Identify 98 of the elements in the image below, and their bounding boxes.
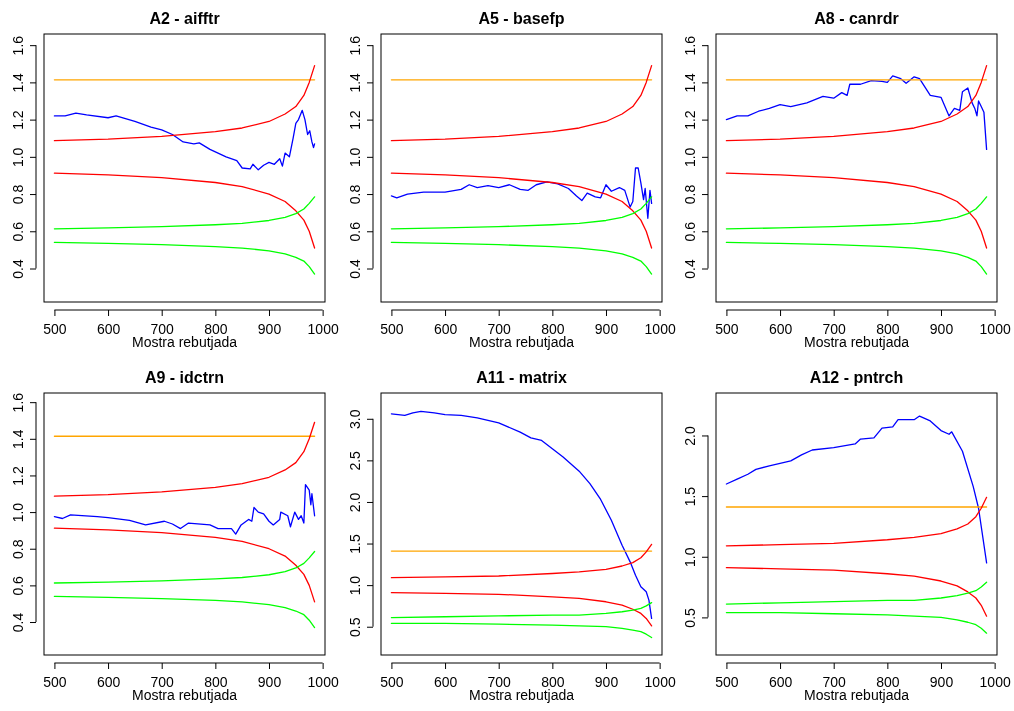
- line-series: [725, 567, 988, 617]
- x-tick-label: 600: [96, 674, 121, 691]
- y-tick-label: 0.5: [346, 617, 363, 637]
- y-tick-label: 1.0: [9, 147, 26, 168]
- y-tick-label: 1.4: [681, 72, 698, 93]
- y-tick-label: 0.6: [681, 221, 698, 242]
- line-series: [390, 167, 653, 219]
- y-tick-label: 1.2: [346, 110, 363, 130]
- y-tick-label: 1.0: [346, 147, 363, 168]
- x-tick-label: 600: [433, 321, 458, 338]
- chart-title: A5 - basefp: [478, 10, 565, 27]
- x-tick-label: 900: [594, 674, 619, 691]
- line-series: [53, 172, 316, 249]
- y-tick-label: 0.8: [9, 539, 26, 559]
- line-series: [725, 196, 988, 230]
- x-tick-label: 500: [715, 674, 739, 691]
- y-tick-label: 1.6: [9, 35, 26, 56]
- x-tick-label: 500: [715, 321, 739, 338]
- chart-title: A8 - canrdr: [814, 10, 899, 27]
- chart-title: A2 - aifftr: [149, 10, 220, 27]
- line-series: [390, 196, 653, 230]
- line-series: [53, 241, 316, 275]
- chart-title: A12 - pntrch: [809, 369, 904, 386]
- y-tick-label: 0.8: [9, 184, 26, 205]
- line-series: [53, 550, 316, 584]
- x-tick-label: 500: [43, 674, 67, 691]
- y-tick-label: 1.0: [681, 147, 698, 168]
- y-tick-label: 0.4: [9, 612, 26, 633]
- y-tick-label: 0.5: [681, 607, 698, 628]
- x-tick-label: 1000: [979, 674, 1011, 691]
- line-series: [390, 622, 653, 639]
- y-tick-label: 1.5: [346, 534, 363, 554]
- y-tick-label: 1.0: [681, 547, 698, 567]
- y-tick-label: 0.8: [681, 184, 698, 205]
- x-tick-label: 600: [96, 321, 121, 338]
- line-series: [390, 601, 653, 619]
- x-tick-label: 500: [380, 321, 404, 338]
- x-tick-label: 1000: [644, 674, 676, 691]
- y-tick-label: 1.4: [9, 72, 26, 93]
- line-series: [725, 611, 988, 634]
- line-series: [725, 172, 988, 249]
- y-tick-label: 0.8: [346, 184, 363, 205]
- line-series: [390, 172, 653, 249]
- y-tick-label: 1.2: [9, 466, 26, 486]
- y-tick-label: 1.2: [9, 110, 26, 130]
- y-tick-label: 1.4: [346, 72, 363, 93]
- y-tick-label: 0.6: [9, 221, 26, 242]
- x-tick-label: 1000: [307, 321, 339, 338]
- line-series: [390, 543, 653, 579]
- line-series: [53, 196, 316, 230]
- line-series: [725, 496, 988, 547]
- line-series: [725, 241, 988, 275]
- x-tick-label: 900: [929, 321, 954, 338]
- y-tick-label: 0.4: [9, 259, 26, 279]
- y-tick-label: 0.6: [9, 575, 26, 596]
- chart-title: A9 - idctrn: [144, 369, 225, 386]
- line-series: [390, 64, 653, 142]
- line-series: [53, 595, 316, 629]
- line-series: [390, 410, 653, 620]
- x-tick-label: 1000: [979, 321, 1011, 338]
- y-tick-label: 1.0: [9, 502, 26, 523]
- x-tick-label: 900: [257, 674, 282, 691]
- y-tick-label: 2.5: [346, 450, 363, 471]
- x-tick-label: 600: [433, 674, 458, 691]
- line-series: [53, 109, 316, 171]
- line-series: [53, 64, 316, 142]
- y-tick-label: 1.0: [346, 575, 363, 596]
- line-series: [725, 64, 988, 142]
- y-tick-label: 1.4: [9, 429, 26, 450]
- line-series: [53, 527, 316, 603]
- line-series: [390, 591, 653, 627]
- line-series: [725, 415, 988, 564]
- x-tick-label: 600: [768, 674, 793, 691]
- x-tick-label: 900: [929, 674, 954, 691]
- y-tick-label: 1.5: [681, 486, 698, 507]
- line-series: [53, 421, 316, 497]
- x-tick-label: 900: [257, 321, 282, 338]
- line-series: [725, 75, 988, 151]
- y-tick-label: 0.4: [346, 259, 363, 279]
- y-tick-label: 3.0: [346, 409, 363, 430]
- x-tick-label: 1000: [644, 321, 676, 338]
- y-tick-label: 2.0: [346, 492, 363, 513]
- chart-title: A11 - matrix: [476, 369, 567, 386]
- y-tick-label: 0.6: [346, 221, 363, 242]
- x-tick-label: 1000: [307, 674, 339, 691]
- x-tick-label: 500: [380, 674, 404, 691]
- y-tick-label: 1.6: [9, 392, 26, 413]
- x-tick-label: 600: [768, 321, 793, 338]
- y-tick-label: 2.0: [681, 426, 698, 446]
- line-series: [390, 241, 653, 275]
- y-tick-label: 0.4: [681, 259, 698, 279]
- y-tick-label: 1.6: [346, 35, 363, 56]
- x-tick-label: 500: [43, 321, 67, 338]
- x-tick-label: 900: [594, 321, 619, 338]
- y-tick-label: 1.2: [681, 110, 698, 130]
- line-series: [53, 483, 316, 535]
- line-series: [725, 581, 988, 605]
- y-tick-label: 1.6: [681, 35, 698, 56]
